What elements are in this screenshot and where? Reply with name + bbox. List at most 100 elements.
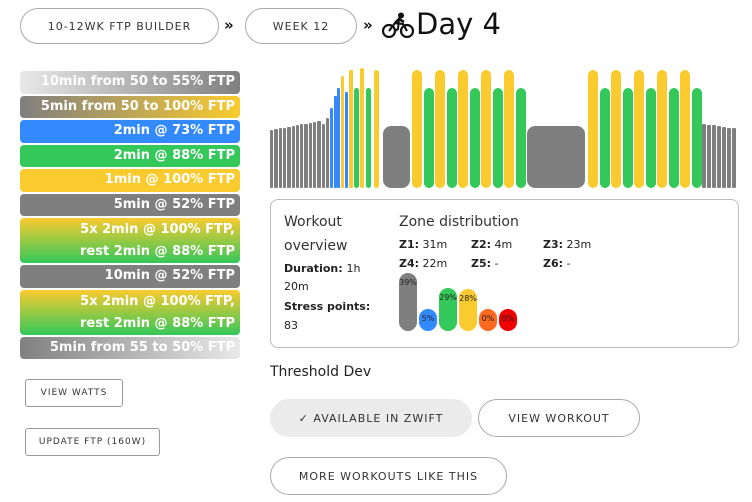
profile-segment [349, 70, 353, 188]
zone-distribution-title: Zone distribution [399, 214, 519, 230]
profile-segment [722, 126, 726, 188]
profile-segment [278, 128, 282, 188]
workout-name: Threshold Dev [270, 364, 372, 380]
page-title: Day 4 [416, 7, 501, 41]
profile-segment [300, 124, 304, 188]
step-interval-line-1: 5x 2min @ 100% FTP, [80, 222, 235, 237]
profile-segment [712, 125, 716, 188]
zone-bar-percent: 5% [421, 314, 435, 323]
zone-value: - [494, 257, 499, 270]
duration-label: Duration: 1h [284, 262, 360, 275]
zone-bar [459, 289, 477, 331]
step-warmup: 10min from 50 to 55% FTP [20, 71, 240, 94]
plan-breadcrumb-button[interactable]: 10-12WK FTP BUILDER [20, 8, 219, 44]
profile-segment [270, 130, 274, 188]
step-ramp-up: 5min from 50 to 100% FTP [20, 95, 240, 118]
view-watts-button[interactable]: VIEW WATTS [25, 379, 123, 407]
zone-value: 22m [422, 257, 448, 270]
zone-label: Z6: [543, 257, 564, 270]
zone-bar-percent: 0% [481, 314, 495, 323]
zone-item-z2: Z2: 4m [471, 238, 512, 251]
profile-segment [423, 88, 434, 188]
profile-segment [366, 88, 371, 188]
profile-segment [458, 70, 468, 188]
profile-segment [313, 122, 317, 188]
cyclist-icon [382, 12, 414, 38]
profile-segment [707, 124, 711, 188]
step-recovery: 5min @ 52% FTP [20, 193, 240, 216]
zone-value: 4m [494, 238, 513, 251]
profile-segment [634, 70, 644, 188]
step-interval-line-2: rest 2min @ 88% FTP [80, 244, 235, 259]
profile-segment [588, 70, 598, 188]
zone-value: 23m [566, 238, 592, 251]
profile-segment [345, 92, 348, 188]
profile-segment [295, 125, 300, 188]
profile-segment [317, 121, 321, 188]
workout-steps-list: 10min from 50 to 55% FTP 5min from 50 to… [20, 71, 240, 361]
profile-segment [657, 70, 667, 188]
step-z4: 1min @ 100% FTP [20, 169, 240, 192]
zone-bar [419, 309, 437, 331]
profile-segment [374, 70, 379, 188]
profile-segment [504, 70, 514, 188]
zone-item-z1: Z1: 31m [399, 238, 447, 251]
profile-segment [727, 127, 731, 188]
profile-segment [282, 127, 287, 188]
zone-bar [439, 288, 457, 331]
profile-segment [492, 88, 503, 188]
step-interval-line-1: 5x 2min @ 100% FTP, [80, 293, 235, 309]
profile-segment [622, 88, 633, 188]
profile-segment [469, 88, 480, 188]
profile-segment [291, 126, 295, 188]
profile-segment [360, 68, 364, 188]
profile-segment [308, 122, 313, 188]
profile-segment [702, 124, 706, 188]
profile-segment [274, 129, 278, 188]
week-breadcrumb-button[interactable]: WEEK 12 [245, 8, 357, 44]
profile-segment [412, 70, 422, 188]
profile-segment [446, 88, 457, 188]
zone-item-z5: Z5: - [471, 257, 499, 270]
zone-item-z4: Z4: 22m [399, 257, 447, 270]
profile-segment [383, 126, 410, 188]
zone-bar-percent: 39% [399, 278, 417, 287]
profile-segment [732, 128, 736, 188]
zone-label: Z3: [543, 238, 564, 251]
stress-value: 83 [284, 319, 298, 332]
duration-label-text: Duration: [284, 262, 343, 275]
zone-bar [499, 309, 517, 331]
profile-segment [717, 126, 721, 188]
profile-segment [287, 126, 291, 188]
profile-segment [354, 88, 359, 188]
profile-segment [611, 70, 621, 188]
step-interval-set-1: 5x 2min @ 100% FTP, rest 2min @ 88% FTP [20, 218, 240, 263]
duration-value: 1h [346, 262, 361, 275]
step-recovery-long: 10min @ 52% FTP [20, 265, 240, 288]
profile-segment [337, 88, 340, 188]
profile-segment [334, 96, 337, 188]
profile-segment [527, 126, 585, 188]
profile-segment [680, 70, 690, 188]
zone-label: Z2: [471, 238, 492, 251]
breadcrumb-separator-2: » [363, 16, 373, 34]
zone-bar [479, 309, 497, 331]
step-z3: 2min @ 88% FTP [20, 144, 240, 167]
profile-segment [668, 88, 679, 188]
zone-item-z3: Z3: 23m [543, 238, 591, 251]
profile-segment [326, 118, 329, 188]
workout-profile-chart [270, 60, 740, 188]
zone-label: Z4: [399, 257, 420, 270]
profile-segment [691, 88, 702, 188]
profile-segment [599, 88, 610, 188]
available-in-zwift-button[interactable]: ✓ AVAILABLE IN ZWIFT [270, 399, 472, 437]
zone-label: Z5: [471, 257, 492, 270]
profile-segment [515, 88, 526, 188]
profile-segment [645, 88, 656, 188]
profile-segment [322, 124, 325, 188]
view-workout-button[interactable]: VIEW WORKOUT [478, 399, 640, 437]
breadcrumb-separator: » [224, 16, 234, 34]
update-ftp-button[interactable]: UPDATE FTP (160W) [25, 428, 160, 456]
profile-segment [435, 70, 445, 188]
more-workouts-button[interactable]: MORE WORKOUTS LIKE THIS [270, 457, 507, 495]
